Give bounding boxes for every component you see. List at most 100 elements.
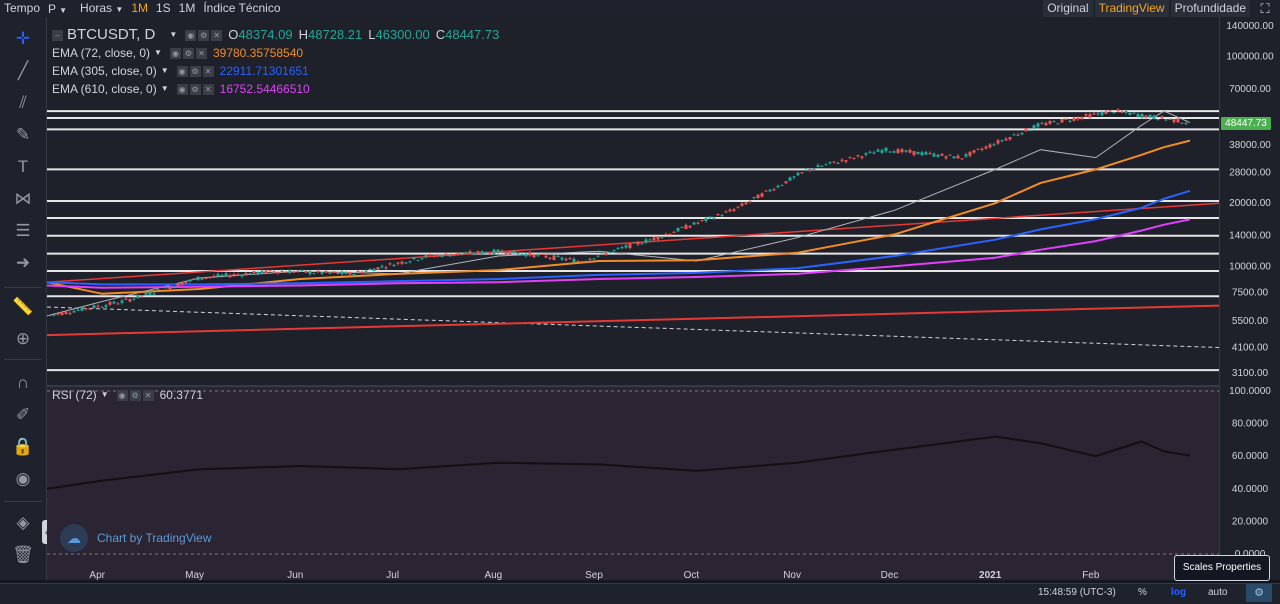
gear-icon[interactable]: ⚙ [182,47,194,59]
candle-body [668,233,672,235]
chart-type-select[interactable]: P ▼ [48,1,68,16]
candle-body [1004,138,1008,141]
eye-icon[interactable]: ◉ [169,47,181,59]
candle-body [152,293,156,295]
price-tick-label: 70000.00 [1229,84,1271,95]
candle-body [1168,118,1172,120]
price-tick-label: 4100.00 [1232,343,1269,354]
fullscreen-icon[interactable]: ⛶ [1260,1,1270,16]
fib-tool-icon[interactable]: ⫽ [19,93,27,112]
crosshair-icon[interactable]: ✛ [15,29,31,48]
candle-body [1136,114,1140,117]
price-tick-label: 5500.00 [1232,316,1269,327]
scale-settings-gear-icon[interactable]: ⚙ [1246,584,1272,602]
candle-body [840,159,844,161]
eye-icon[interactable]: ◉ [176,65,188,77]
collapse-toolbar-handle[interactable]: ‹ [42,520,51,544]
candle-body [644,239,648,243]
candle-body [584,260,588,262]
time-tick-label: Jul [386,570,399,581]
candle-body [448,254,452,257]
chevron-down-icon[interactable]: ▼ [160,84,169,93]
candle-body [568,258,572,260]
candle-body [1028,130,1032,132]
gear-icon[interactable]: ⚙ [198,29,210,41]
trend-line-icon[interactable]: ╱ [17,61,29,80]
log-toggle[interactable]: log [1171,587,1186,598]
gear-icon[interactable]: ⚙ [189,83,201,95]
candle-body [748,201,752,203]
interval-1mo-button[interactable]: 1M [178,1,196,15]
eye-icon[interactable]: ◉ [15,469,31,488]
ema305-line [46,189,1191,286]
ruler-icon[interactable]: 📏 [12,297,34,316]
candle-body [580,261,584,263]
rsi-pane[interactable] [47,387,1219,580]
candle-body [560,257,564,260]
indicator-button[interactable]: Índice Técnico [203,1,281,15]
tradingview-tab[interactable]: TradingView [1094,0,1169,17]
pane-separator[interactable] [47,385,1280,387]
candle-body [400,261,404,264]
close-icon[interactable]: ✕ [202,83,214,95]
candle-body [736,206,740,208]
depth-tab[interactable]: Profundidade [1170,0,1250,17]
lock-drawing-icon[interactable]: ✐ [15,405,31,424]
candle-body [288,270,292,274]
prediction-icon[interactable]: ☰ [15,221,31,240]
close-icon[interactable]: ✕ [202,65,214,77]
candle-body [176,283,180,287]
lock-icon[interactable]: 🔒 [12,437,34,456]
candle-body [460,253,464,255]
original-tab[interactable]: Original [1043,0,1093,17]
layers-icon[interactable]: ◈ [16,513,30,532]
chevron-down-icon[interactable]: ▼ [154,48,162,57]
percent-toggle[interactable]: % [1138,587,1147,598]
candle-body [812,168,816,170]
zoom-in-icon[interactable]: ⊕ [15,329,31,348]
chevron-down-icon[interactable]: ▼ [100,390,109,399]
price-tick-label: 14000.00 [1229,231,1271,242]
pattern-icon[interactable]: ⋈ [14,189,32,208]
candle-body [72,311,76,313]
candle-body [964,154,968,157]
candle-body [260,270,264,274]
candle-body [872,152,876,154]
candle-body [1152,115,1156,119]
back-arrow-icon[interactable]: ➜ [15,253,31,272]
candle-body [412,257,416,260]
auto-toggle[interactable]: auto [1208,587,1228,598]
text-tool-icon[interactable]: T [17,157,29,176]
candle-body [256,271,260,275]
close-icon[interactable]: ✕ [195,47,207,59]
candle-body [1088,114,1092,118]
clock-readout: 15:48:59 (UTC-3) [1038,587,1116,598]
eye-icon[interactable]: ◉ [116,389,128,401]
candle-body [1096,113,1100,115]
trash-icon[interactable]: 🗑 [12,545,34,564]
chevron-down-icon[interactable]: ▼ [160,66,169,75]
gear-icon[interactable]: ⚙ [129,389,141,401]
chevron-down-icon[interactable]: ▼ [169,30,178,39]
magnet-icon[interactable]: ∩ [16,373,30,392]
eye-icon[interactable]: ◉ [185,29,197,41]
candle-body [788,177,792,181]
candle-body [492,249,496,255]
collapse-legend-icon[interactable]: – [52,29,63,41]
candle-body [832,161,836,163]
candle-body [180,282,184,286]
interval-1m-button[interactable]: 1M [131,1,148,15]
candle-body [52,314,56,316]
brush-icon[interactable]: ✎ [15,125,31,144]
eye-icon[interactable]: ◉ [176,83,188,95]
candle-body [392,264,396,267]
gear-icon[interactable]: ⚙ [189,65,201,77]
interval-1s-button[interactable]: 1S [155,1,171,15]
symbol-name[interactable]: BTCUSDT, D [67,26,156,43]
close-icon[interactable]: ✕ [142,389,154,401]
tradingview-watermark[interactable]: ☁ Chart by TradingView [60,524,212,552]
close-icon[interactable]: ✕ [211,29,223,41]
horas-dropdown[interactable]: Horas ▼ [80,1,124,15]
price-scale[interactable] [1219,17,1280,580]
candle-body [648,239,652,241]
